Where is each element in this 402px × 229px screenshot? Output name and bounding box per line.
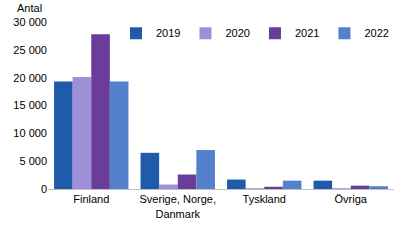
svg-text:Tyskland: Tyskland — [243, 193, 286, 205]
svg-text:2022: 2022 — [364, 27, 388, 39]
svg-text:25 000: 25 000 — [13, 44, 47, 56]
svg-text:2020: 2020 — [225, 27, 249, 39]
svg-text:30 000: 30 000 — [13, 16, 47, 28]
svg-text:2019: 2019 — [156, 27, 180, 39]
svg-text:Sverige, Norge,Danmark: Sverige, Norge,Danmark — [140, 193, 216, 219]
svg-text:0: 0 — [41, 183, 47, 195]
svg-text:2021: 2021 — [295, 27, 319, 39]
svg-text:20 000: 20 000 — [13, 72, 47, 84]
svg-text:10 000: 10 000 — [13, 127, 47, 139]
svg-text:15 000: 15 000 — [13, 99, 47, 111]
svg-text:Antal: Antal — [17, 2, 42, 14]
svg-text:Finland: Finland — [73, 193, 109, 205]
svg-text:Övriga: Övriga — [335, 193, 368, 205]
svg-text:5 000: 5 000 — [19, 155, 47, 167]
